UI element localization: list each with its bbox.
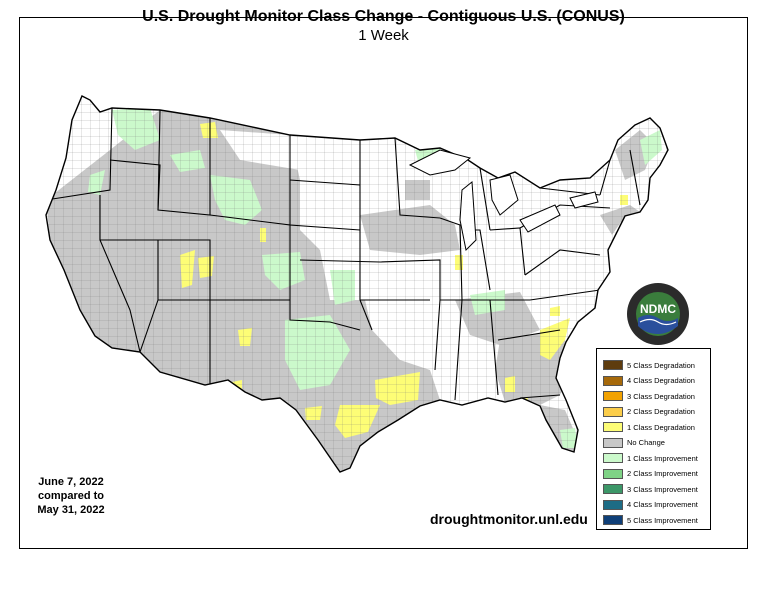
legend-label: 1 Class Improvement (627, 453, 698, 463)
legend-swatch (603, 422, 623, 432)
legend-item: 4 Class Degradation (603, 375, 695, 387)
legend-swatch (603, 468, 623, 479)
legend-item: 1 Class Degradation (603, 421, 695, 433)
legend-label: 5 Class Degradation (627, 360, 695, 370)
legend-swatch (603, 437, 623, 448)
legend-item: 2 Class Degradation (603, 406, 695, 418)
legend-label: No Change (627, 438, 665, 447)
legend-item: No Change (603, 437, 665, 449)
legend-swatch (603, 375, 623, 386)
current-date: June 7, 2022 (38, 476, 104, 488)
legend-label: 2 Class Degradation (627, 407, 695, 416)
map-subtitle: 1 Week (358, 27, 409, 44)
legend-swatch (603, 484, 623, 494)
legend-item: 2 Class Improvement (603, 468, 698, 480)
legend-swatch (603, 391, 623, 401)
ndmc-logo: NDMC (627, 283, 689, 345)
legend-item: 5 Class Improvement (603, 514, 698, 526)
legend-swatch (603, 360, 623, 370)
legend-item: 4 Class Improvement (603, 499, 698, 511)
legend-item: 3 Class Degradation (603, 390, 695, 402)
legend-label: 3 Class Degradation (627, 391, 695, 401)
legend-swatch (603, 499, 623, 510)
ndmc-logo-text: NDMC (640, 302, 676, 316)
legend-label: 5 Class Improvement (627, 515, 698, 525)
previous-date: May 31, 2022 (37, 504, 105, 516)
legend: 5 Class Degradation 4 Class Degradation 3 … (596, 348, 711, 530)
great-lakes (408, 149, 599, 252)
legend-label: 4 Class Improvement (627, 500, 698, 509)
legend-item: 3 Class Improvement (603, 483, 698, 495)
national-border (45, 95, 669, 473)
source-url: droughtmonitor.unl.edu (430, 511, 588, 527)
legend-swatch (603, 453, 623, 463)
legend-item: 1 Class Improvement (603, 452, 698, 464)
legend-label: 1 Class Degradation (627, 422, 695, 432)
comparison-dates: June 7, 2022 compared to May 31, 2022 (22, 475, 120, 517)
compared-to-label: compared to (37, 490, 104, 502)
state-boundaries (46, 107, 641, 401)
legend-label: 2 Class Improvement (627, 469, 698, 478)
map-title: U.S. Drought Monitor Class Change - Cont… (142, 8, 625, 25)
legend-swatch (603, 406, 623, 417)
legend-item: 5 Class Degradation (603, 359, 695, 371)
legend-label: 3 Class Improvement (627, 484, 698, 494)
legend-label: 4 Class Degradation (627, 376, 695, 385)
legend-swatch (603, 515, 623, 525)
